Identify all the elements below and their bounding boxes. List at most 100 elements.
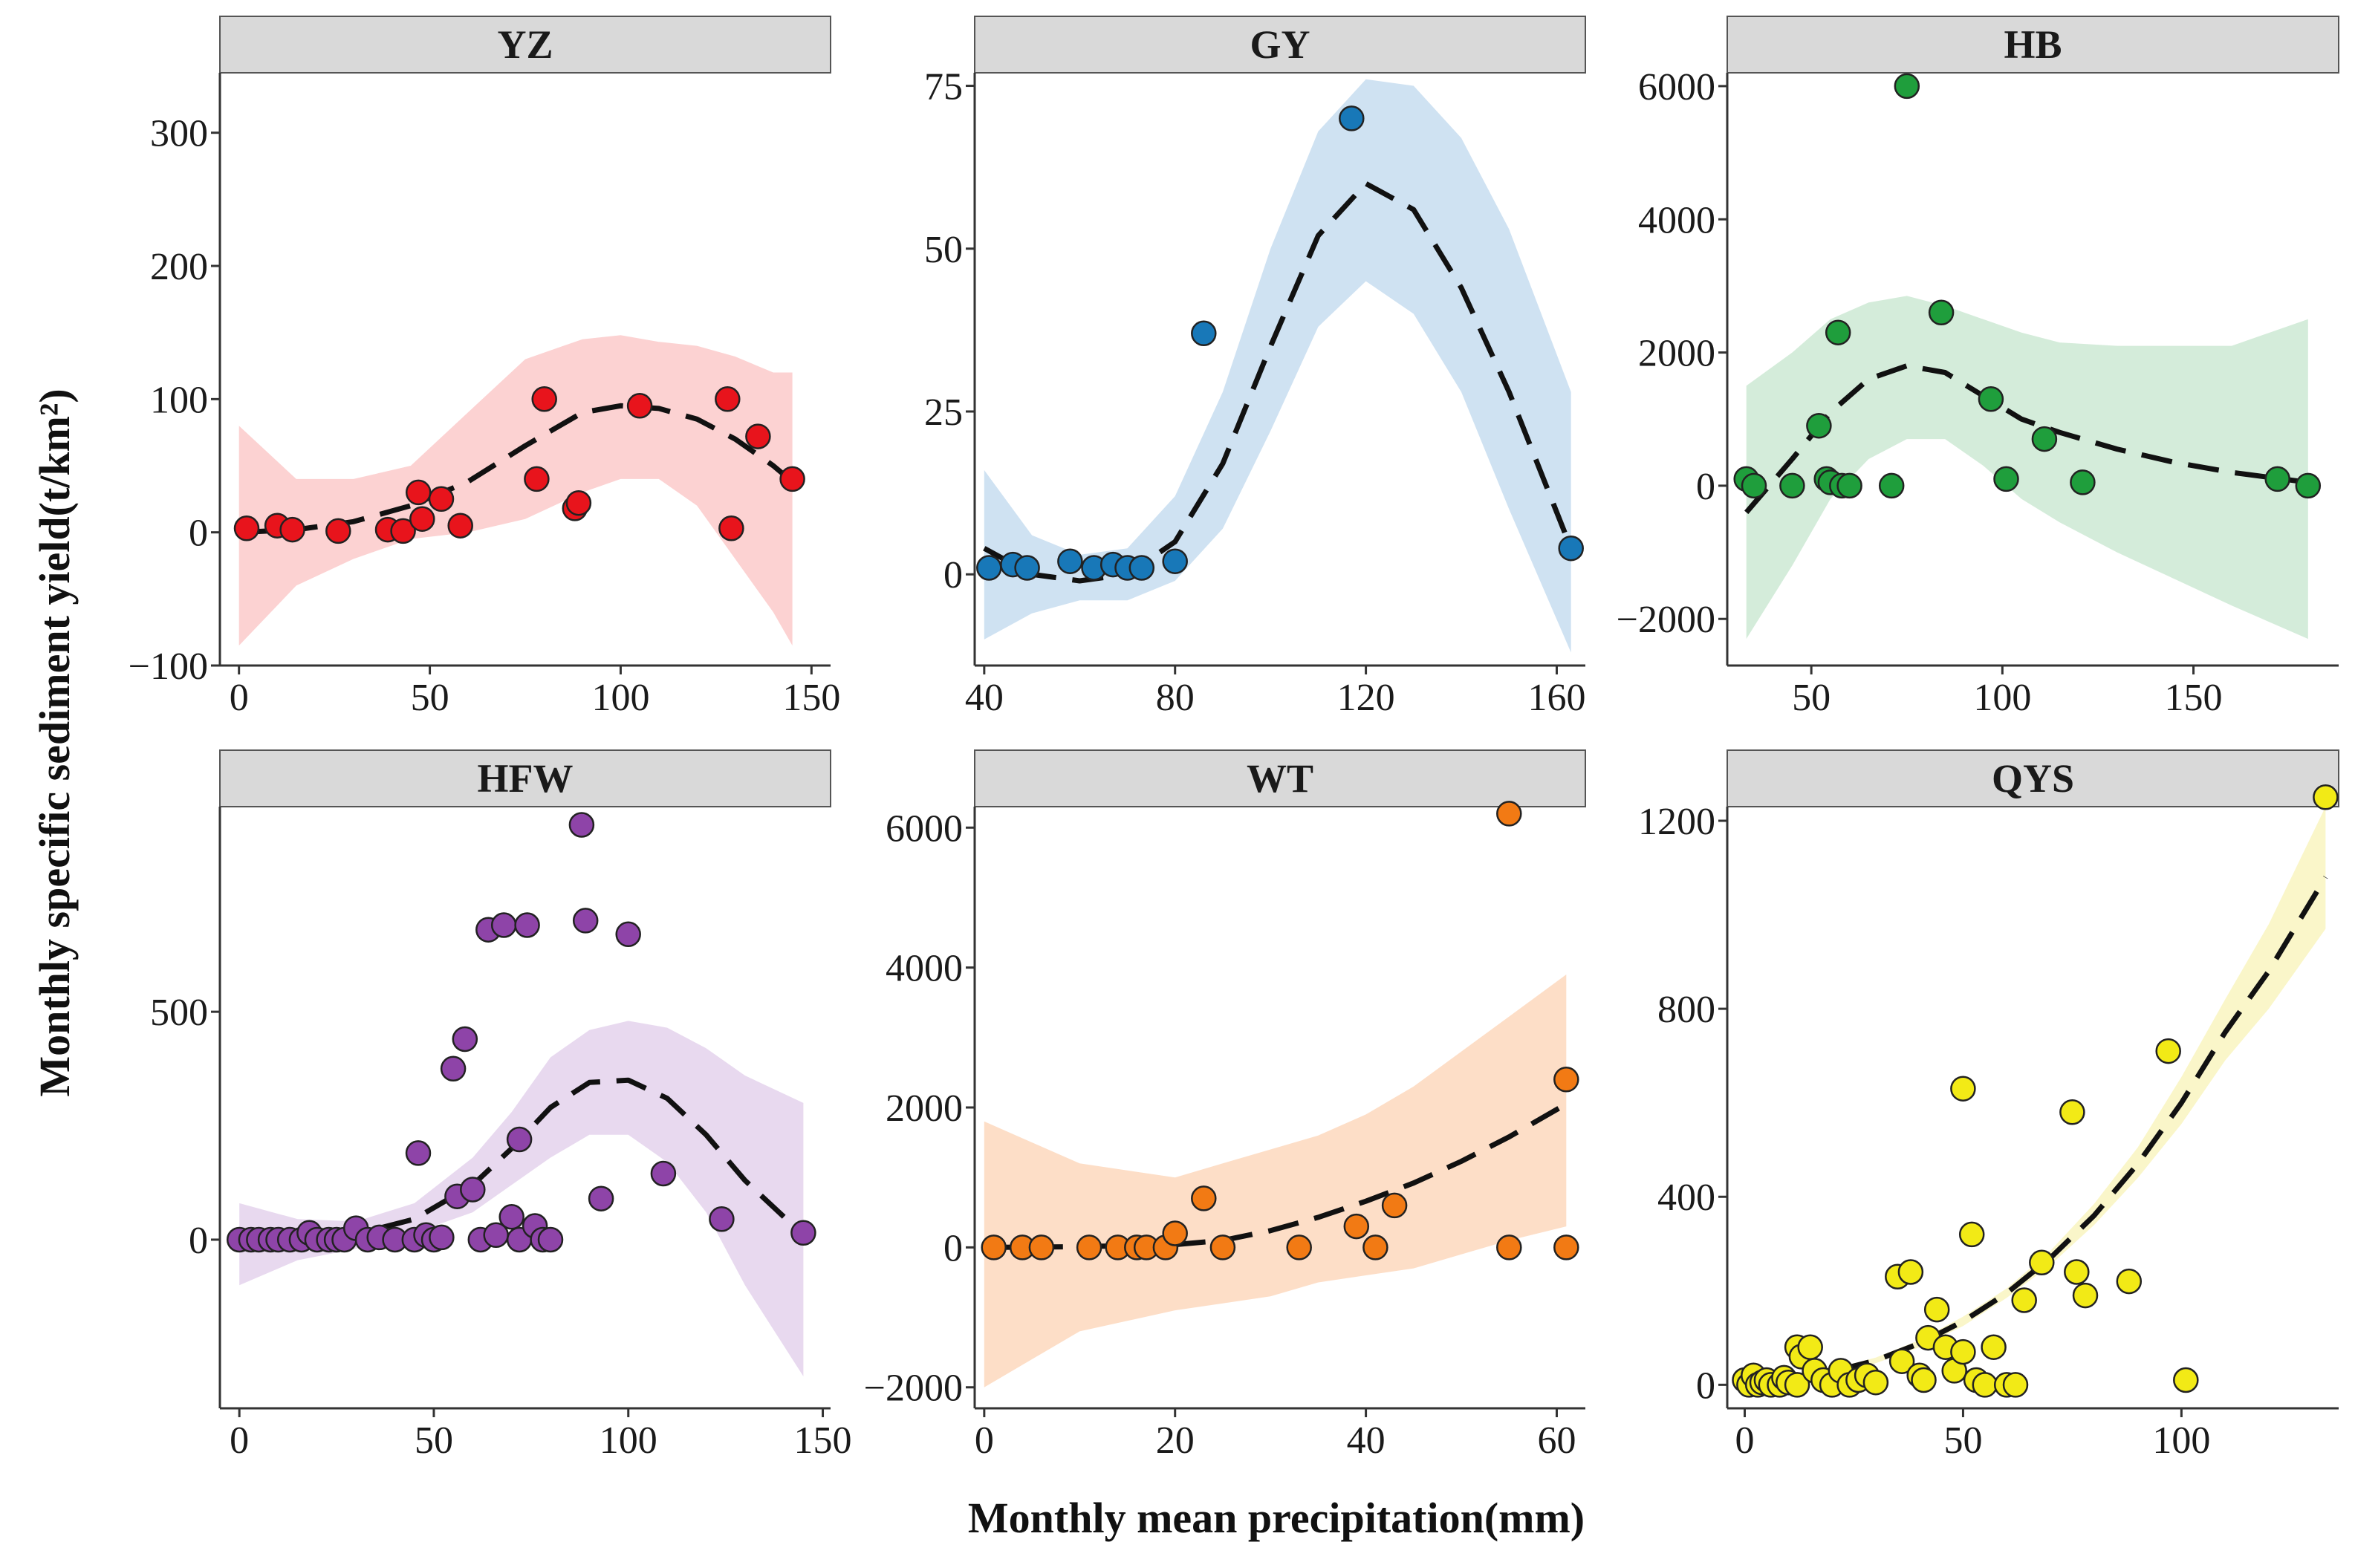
data-point	[390, 518, 416, 544]
panel-yz: YZ −100 0 100 200 300 0 50 100 150	[129, 16, 840, 719]
x-tick-label: 0	[230, 1419, 249, 1462]
x-tick-label: 50	[1792, 677, 1831, 719]
data-point	[1191, 320, 1217, 347]
data-point	[514, 912, 540, 938]
data-point	[1911, 1367, 1937, 1393]
data-point	[1128, 555, 1155, 581]
x-tick-label: 20	[1156, 1419, 1195, 1462]
confidence-band	[238, 335, 793, 646]
panel-strip	[219, 16, 831, 74]
data-point	[745, 423, 771, 449]
data-point	[325, 518, 351, 544]
data-point	[1978, 386, 2004, 412]
data-point	[1897, 1259, 1924, 1285]
data-point	[1878, 472, 1905, 499]
y-tick-label: 75	[924, 66, 963, 108]
data-point	[1888, 1348, 1915, 1374]
panel-hfw: HFW 0 500 0 50 100 150	[150, 749, 852, 1462]
y-tick-label: 100	[150, 379, 208, 421]
data-point	[1496, 801, 1522, 827]
data-point	[2155, 1038, 2181, 1064]
data-point	[2059, 1099, 2085, 1125]
x-tick-label: 40	[965, 677, 1004, 719]
x-tick-label: 160	[1527, 677, 1585, 719]
y-tick-label: 0	[189, 1220, 208, 1262]
y-tick-label: 800	[1657, 989, 1715, 1031]
data-point	[1057, 548, 1083, 574]
data-point	[1286, 1234, 1312, 1260]
panel-title: HFW	[478, 756, 574, 801]
data-point	[1825, 319, 1851, 345]
panel-strip	[974, 16, 1586, 74]
x-tick-label: 80	[1156, 677, 1195, 719]
data-point	[440, 1055, 467, 1082]
panel-wt: WT −2000 0 2000 4000 6000 0 20 40 60	[864, 749, 1586, 1462]
data-point	[572, 908, 599, 934]
data-point	[1784, 1372, 1810, 1398]
y-tick-label: 0	[943, 1227, 963, 1269]
x-tick-label: 100	[591, 677, 649, 719]
data-point	[565, 489, 592, 516]
x-tick-label: 50	[415, 1419, 453, 1462]
data-point	[981, 1234, 1007, 1260]
data-point	[1923, 1296, 1950, 1323]
data-point	[2070, 469, 2096, 495]
data-point	[1836, 472, 1862, 499]
y-tick-label: −2000	[864, 1367, 963, 1410]
x-tick-label: 150	[2165, 677, 2223, 719]
data-point	[1362, 1234, 1388, 1260]
data-point	[1553, 1067, 1579, 1093]
x-tick-label: 100	[1973, 677, 2031, 719]
y-axis-title: Monthly specific sediment yield(t/km²)	[30, 388, 79, 1096]
y-tick-label: 4000	[1638, 199, 1715, 241]
data-point	[718, 515, 744, 541]
panel-strip	[219, 749, 831, 807]
data-point	[626, 393, 653, 419]
y-tick-label: 6000	[1638, 66, 1715, 108]
panel-strip	[1727, 16, 2339, 74]
data-point	[1972, 1372, 1998, 1398]
data-point	[2264, 466, 2290, 492]
x-tick-label: 100	[600, 1419, 657, 1462]
data-point	[233, 515, 260, 541]
data-point	[1928, 299, 1955, 326]
data-point	[405, 1140, 432, 1166]
y-tick-label: 0	[1696, 1364, 1715, 1407]
data-point	[2029, 1249, 2055, 1276]
panel-strip	[1727, 749, 2339, 807]
data-point	[409, 506, 435, 532]
data-point	[2116, 1268, 2143, 1295]
data-point	[1862, 1369, 1889, 1396]
panel-strip	[974, 749, 1586, 807]
y-tick-label: 0	[1696, 466, 1715, 508]
panel-title: YZ	[497, 22, 553, 67]
data-point	[615, 921, 641, 948]
panel-gy: GY 0 25 50 75 40 80 120 160	[924, 16, 1586, 719]
data-point	[2031, 426, 2058, 452]
data-point	[1014, 555, 1040, 581]
x-tick-label: 150	[794, 1419, 852, 1462]
data-point	[447, 513, 473, 539]
data-point	[506, 1126, 533, 1153]
y-tick-label: 1200	[1638, 801, 1715, 843]
y-tick-label: 2000	[886, 1087, 963, 1130]
data-point	[429, 1224, 455, 1251]
data-point	[1209, 1234, 1236, 1260]
y-tick-label: 400	[1657, 1177, 1715, 1219]
data-point	[490, 912, 517, 938]
x-tick-label: 50	[1943, 1419, 1982, 1462]
panel-title: HB	[2004, 22, 2062, 67]
data-point	[460, 1177, 486, 1203]
data-point	[1553, 1234, 1579, 1260]
data-point	[1191, 1185, 1217, 1211]
data-point	[588, 1185, 614, 1211]
confidence-band	[239, 1021, 804, 1376]
data-point	[1028, 1234, 1055, 1260]
y-tick-label: 0	[189, 513, 208, 555]
data-point	[1806, 412, 1832, 439]
data-point	[1958, 1221, 1985, 1248]
panel-title: QYS	[1992, 756, 2074, 801]
data-point	[1779, 472, 1805, 499]
